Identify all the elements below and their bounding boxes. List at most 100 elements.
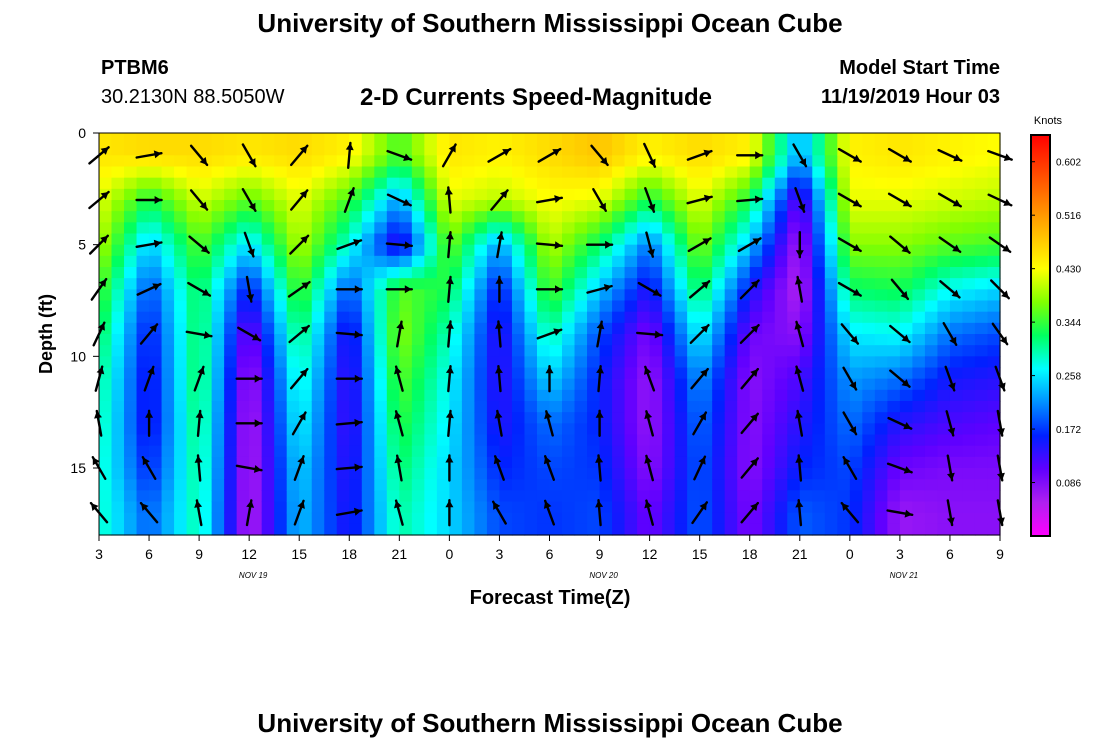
heatmap-cell (724, 378, 738, 391)
heatmap-cell (912, 490, 926, 503)
heatmap-cell (699, 334, 713, 346)
heatmap-cell (436, 188, 450, 201)
heatmap-cell (186, 501, 200, 514)
heatmap-cell (399, 233, 413, 246)
heatmap-cell (599, 389, 613, 402)
heatmap-cell (186, 423, 200, 436)
heatmap-cell (236, 423, 250, 436)
heatmap-cell (887, 244, 901, 257)
heatmap-cell (311, 311, 325, 324)
current-arrow (345, 141, 354, 170)
heatmap-cell (549, 188, 563, 201)
heatmap-cell (374, 412, 388, 424)
heatmap-cell (887, 311, 901, 324)
heatmap-cell (699, 311, 713, 324)
heatmap-cell (849, 166, 863, 179)
heatmap-cell (599, 278, 613, 290)
heatmap-cell (186, 378, 200, 391)
heatmap-cell (411, 512, 425, 525)
heatmap-cell (987, 512, 1001, 525)
heatmap-cell (336, 456, 350, 469)
heatmap-cell (762, 222, 776, 235)
heatmap-cell (587, 289, 601, 302)
heatmap-cell (136, 434, 150, 447)
heatmap-cell (974, 389, 989, 402)
heatmap-cell (549, 512, 563, 525)
heatmap-cell (987, 479, 1001, 491)
current-arrow (737, 237, 762, 253)
heatmap-cell (174, 188, 188, 201)
heatmap-cell (111, 177, 125, 190)
heatmap-cell (974, 211, 989, 223)
heatmap-cell (887, 289, 901, 302)
heatmap-cell (499, 367, 513, 380)
heatmap-cell (236, 144, 250, 156)
heatmap-cell (899, 188, 913, 201)
heatmap-cell (987, 367, 1001, 380)
heatmap-cell (361, 244, 375, 257)
heatmap-cell (624, 244, 638, 257)
heatmap-cell (386, 267, 400, 279)
heatmap-cell (862, 445, 876, 458)
heatmap-cell (136, 512, 150, 525)
heatmap-cell (224, 501, 238, 514)
heatmap-cell (599, 200, 613, 212)
heatmap-cell (787, 378, 801, 391)
heatmap-cell (649, 378, 663, 391)
heatmap-cell (812, 255, 826, 268)
heatmap-cell (962, 378, 976, 391)
heatmap-cell (587, 367, 601, 380)
heatmap-cell (987, 255, 1001, 268)
heatmap-cell (286, 166, 300, 179)
heatmap-cell (712, 389, 726, 402)
heatmap-cell (349, 378, 363, 391)
heatmap-cell (662, 456, 676, 469)
heatmap-cell (349, 133, 363, 145)
heatmap-cell (474, 490, 488, 503)
heatmap-cell (236, 233, 250, 246)
heatmap-cell (987, 322, 1001, 335)
heatmap-cell (311, 144, 325, 156)
heatmap-cell (199, 401, 213, 413)
heatmap-cell (186, 434, 200, 447)
heatmap-cell (649, 322, 663, 335)
heatmap-cell (862, 367, 876, 380)
heatmap-cell (874, 490, 888, 503)
heatmap-cell (687, 222, 701, 235)
heatmap-cell (249, 434, 263, 447)
heatmap-cell (949, 334, 964, 346)
heatmap-cell (399, 456, 413, 469)
heatmap-cell (674, 378, 688, 391)
heatmap-cell (812, 367, 826, 380)
current-arrow (194, 454, 203, 482)
heatmap-cell (737, 222, 751, 235)
heatmap-cell (937, 267, 951, 279)
heatmap-cell (411, 434, 425, 447)
heatmap-cell (687, 244, 701, 257)
heatmap-cell (699, 378, 713, 391)
heatmap-cell (174, 334, 188, 346)
heatmap-cell (899, 445, 913, 458)
heatmap-cell (524, 423, 538, 436)
heatmap-cell (562, 133, 576, 145)
heatmap-cell (724, 367, 738, 380)
heatmap-cell (599, 412, 613, 424)
heatmap-cell (249, 222, 263, 235)
heatmap-cell (161, 155, 175, 168)
heatmap-cell (361, 133, 375, 145)
heatmap-cell (186, 155, 200, 168)
heatmap-cell (799, 512, 813, 525)
heatmap-cell (199, 512, 213, 525)
heatmap-cell (824, 211, 838, 223)
heatmap-cell (637, 300, 651, 313)
heatmap-cell (386, 501, 400, 514)
heatmap-cell (286, 389, 300, 402)
heatmap-cell (299, 300, 313, 313)
heatmap-cell (211, 378, 225, 391)
heatmap-cell (587, 356, 601, 369)
heatmap-cell (912, 311, 926, 324)
heatmap-cell (274, 211, 288, 223)
heatmap-cell (199, 233, 213, 246)
heatmap-cell (474, 389, 488, 402)
heatmap-cell (724, 401, 738, 413)
